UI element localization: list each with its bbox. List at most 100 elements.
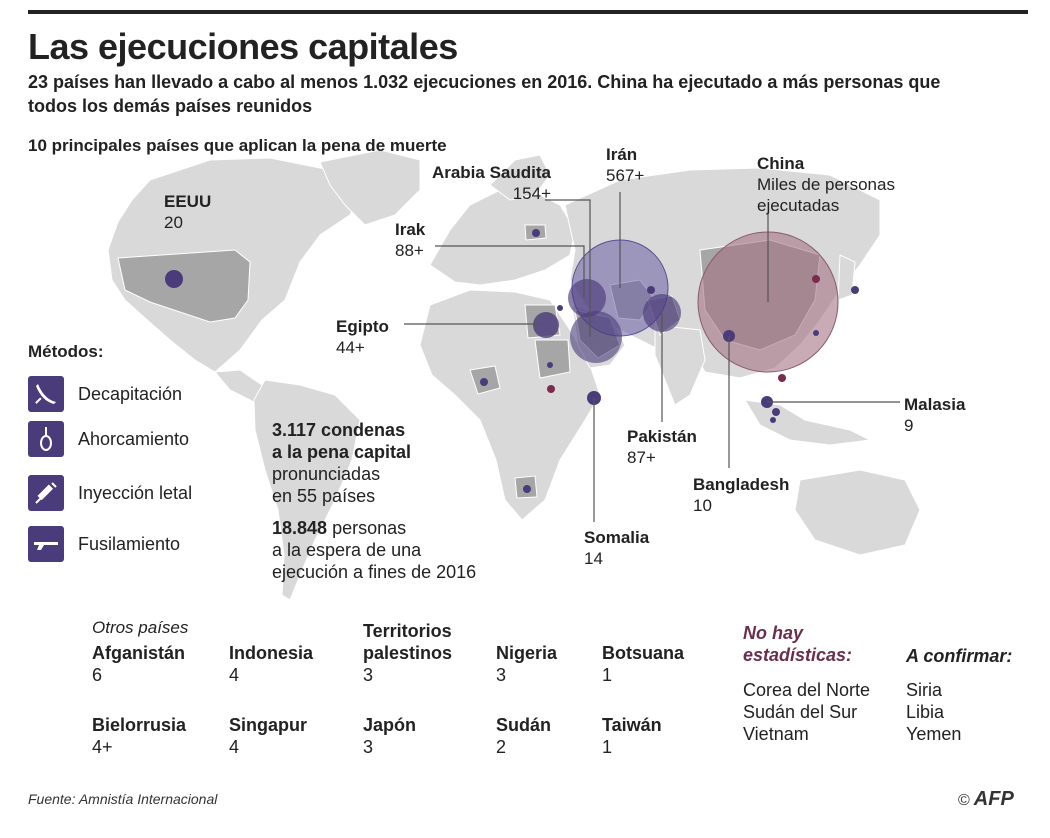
sudan-dot [547,362,553,368]
japan [837,254,856,301]
method-lethal-injection: Inyección letal [28,474,192,512]
country-name: China [757,154,805,173]
arabia-leader [545,199,591,337]
label-egipto: Egipto 44+ [336,316,389,358]
country-note-1: Miles de personas [757,175,895,194]
south-america [253,379,361,601]
method-label: Ahorcamiento [78,428,190,449]
label-eeuu: EEUU 20 [164,191,211,233]
other-country-value: 3 [363,737,374,757]
country-name: EEUU [164,192,212,211]
other-country-name: Afganistán [92,643,186,663]
page-title: Las ejecuciones capitales [28,26,458,67]
label-bangladesh: Bangladesh 10 [693,474,789,516]
sentences-rest-1: pronunciadas [272,464,381,484]
others-title: Otros países [92,618,189,637]
sentences-rest-2: en 55 países [272,486,376,506]
japan-dot [851,286,859,294]
sentences-desc: a la pena capital [272,442,412,462]
other-country-value: 4 [229,737,240,757]
iraq-circle [568,279,606,317]
australia [794,469,921,556]
country-name: Arabia Saudita [431,163,551,182]
no-stats-dots [547,275,820,393]
other-country: Bielorrusia 4+ [92,714,186,758]
usa-shape [117,249,251,323]
method-firing-squad: Fusilamiento [28,525,180,563]
other-country-name: Singapur [229,715,308,735]
stats-block: 3.117 condenas a la pena capital pronunc… [272,419,476,583]
europe [429,189,576,286]
no-stats-item: Vietnam [743,724,809,744]
south-sudan-dot [547,385,555,393]
other-country: Indonesia 4 [229,642,313,686]
nigeria-dot [480,378,488,386]
country-value: 88+ [395,241,424,260]
country-name: Irak [395,220,426,239]
country-value: 44+ [336,338,365,357]
no-stats-title-1: No hay [743,623,804,643]
country-value: 9 [904,416,914,435]
other-country: Japón 3 [363,714,416,758]
page-subtitle: 23 países han llevado a cabo al menos 1.… [28,72,941,116]
label-malasia: Malasia 9 [904,394,965,436]
egypt-circle [533,312,559,338]
singapur-dot [770,417,776,423]
noose-icon [28,421,64,457]
country-value: 10 [693,496,712,515]
vietnam-dot [778,374,786,382]
other-country: Taiwán 1 [602,714,662,758]
to-confirm-list: Siria Libia Yemen [906,679,961,745]
sword-icon [28,376,64,412]
taiwan-dot [813,330,819,336]
to-confirm-item: Libia [906,702,945,722]
other-country: Singapur 4 [229,714,307,758]
north-korea-dot [812,275,820,283]
other-country-name: Sudán [496,715,552,735]
no-stats-title: No hay estadísticas: [743,622,852,666]
no-stats-title-2: estadísticas: [743,645,853,665]
other-country-name: Indonesia [229,643,314,663]
afghanistan-dot [647,286,655,294]
country-value: 14 [584,549,603,568]
other-country-value: 2 [496,737,507,757]
label-pakistan: Pakistán 87+ [627,426,697,468]
country-value: 154+ [512,184,551,203]
other-country: Nigeria 3 [496,642,557,686]
country-name: Egipto [336,317,389,336]
belarus-dot [532,229,540,237]
credit-text: AFP [973,788,1014,810]
other-country-value: 4 [229,665,240,685]
waiting-count: 18.848 [272,518,328,538]
method-hanging: Ahorcamiento [28,420,189,458]
credit-logo: © AFP [958,788,1014,811]
method-decapitation: Decapitación [28,375,182,413]
country-value: 20 [164,213,183,232]
sentences-count: 3.117 condenas [272,420,406,440]
label-irak: Irak 88+ [395,219,425,261]
copyright-icon: © [958,792,970,809]
country-dots [165,229,859,493]
label-china: China Miles de personas ejecutadas [757,153,895,216]
country-value: 567+ [606,166,645,185]
other-country-name: Japón [363,715,417,735]
usa-dot [165,270,183,288]
country-name: Malasia [904,395,966,414]
map-title: 10 principales países que aplican la pen… [28,136,447,155]
country-value: 87+ [627,448,656,467]
other-country-name: Taiwán [602,715,662,735]
palestine-dot [557,305,563,311]
to-confirm-title: A confirmar: [906,646,1013,666]
other-country-value: 4+ [92,737,113,757]
country-name: Irán [606,145,638,164]
other-country-value: 3 [496,665,507,685]
country-name: Somalia [584,528,650,547]
label-iran: Irán 567+ [606,144,644,186]
label-arabia-saudita: Arabia Saudita 154+ [417,162,551,204]
scandinavia [489,154,551,201]
waiting-rest-3: ejecución a fines de 2016 [272,562,477,582]
to-confirm-item: Yemen [906,724,962,744]
no-stats-list: Corea del Norte Sudán del Sur Vietnam [743,679,870,745]
botswana-dot [523,485,531,493]
